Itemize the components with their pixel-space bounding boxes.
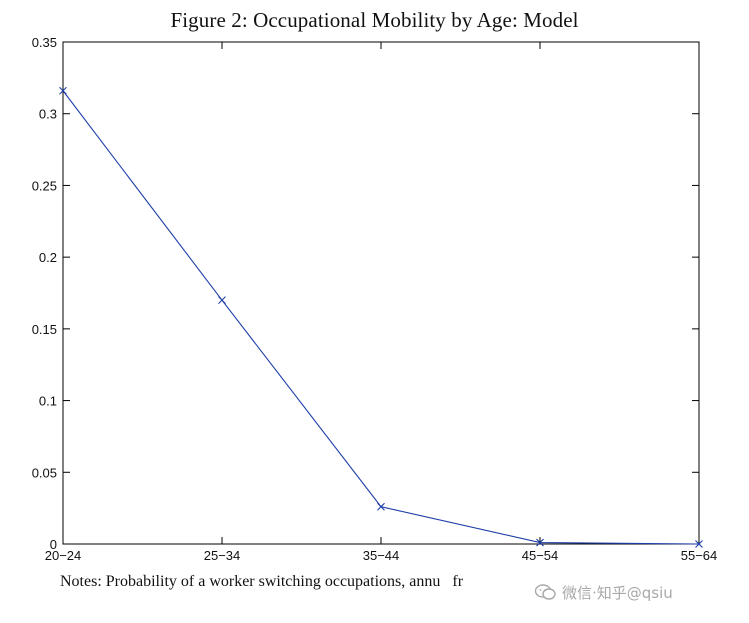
series-group xyxy=(59,86,703,548)
data-point-marker xyxy=(59,86,67,95)
data-point-marker xyxy=(536,538,544,547)
y-tick-label: 0.35 xyxy=(32,35,57,50)
figure-notes: Notes: Probability of a worker switching… xyxy=(60,573,464,590)
y-tick-label: 0.25 xyxy=(32,178,57,193)
wechat-icon xyxy=(534,584,556,600)
y-tick-label: 0.05 xyxy=(32,465,57,480)
series-line xyxy=(62,90,700,545)
x-tick-label: 25−34 xyxy=(204,548,241,563)
x-tick-label: 20−24 xyxy=(45,548,82,563)
y-tick-label: 0.3 xyxy=(39,107,57,122)
y-axis: 0 0.05 0.1 0.15 0.2 0.25 0.3 0.35 xyxy=(32,35,699,552)
watermark: 微信·知乎@qsiu xyxy=(534,580,734,604)
y-tick-label: 0.15 xyxy=(32,322,57,337)
x-tick-label: 45−54 xyxy=(522,548,559,563)
data-point-marker xyxy=(695,540,703,548)
y-tick-label: 0 xyxy=(50,537,57,552)
x-axis: 20−24 25−34 35−44 45−54 55−64 xyxy=(45,42,718,563)
data-point-marker xyxy=(218,296,226,305)
y-tick-label: 0.1 xyxy=(39,394,57,409)
x-tick-label: 35−44 xyxy=(363,548,400,563)
watermark-text: 微信·知乎@qsiu xyxy=(562,583,673,602)
data-point-marker xyxy=(377,502,385,511)
plot-frame xyxy=(62,41,700,545)
x-tick-label: 55−64 xyxy=(681,548,718,563)
y-tick-label: 0.2 xyxy=(39,250,57,265)
chart-title: Figure 2: Occupational Mobility by Age: … xyxy=(170,8,579,32)
